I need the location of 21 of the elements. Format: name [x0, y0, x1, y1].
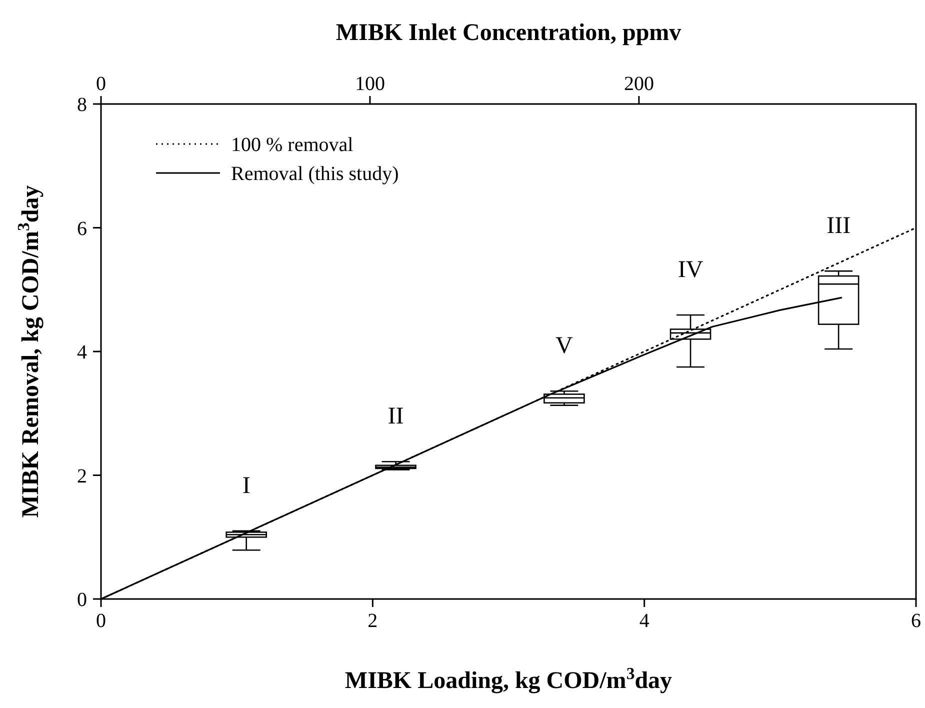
x-tick-label: 0: [96, 610, 106, 632]
x-tick-label: 2: [368, 610, 378, 632]
legend-label: 100 % removal: [231, 134, 354, 156]
x-axis-title: MIBK Loading, kg COD/m$^{3}$day: [344, 664, 672, 694]
annotation: II: [388, 404, 404, 430]
x-tick-label: 4: [639, 610, 650, 632]
y-tick-label: 8: [77, 94, 87, 116]
y-tick-label: 6: [77, 218, 87, 240]
legend-label: Removal (this study): [231, 163, 399, 185]
x2-tick-label: 100: [354, 73, 385, 95]
annotation: IV: [678, 256, 704, 283]
x-tick-label: 6: [911, 610, 921, 632]
y-tick-label: 2: [77, 465, 87, 488]
annotation: V: [556, 333, 574, 360]
y-tick-label: 0: [77, 589, 87, 611]
x2-tick-label: 0: [96, 73, 106, 95]
annotation: I: [242, 472, 250, 499]
y-tick-label: 4: [77, 342, 87, 364]
x2-axis-title: MIBK Inlet Concentration, ppmv: [336, 20, 682, 46]
annotation: III: [826, 213, 851, 240]
x2-tick-label: 200: [624, 73, 654, 95]
